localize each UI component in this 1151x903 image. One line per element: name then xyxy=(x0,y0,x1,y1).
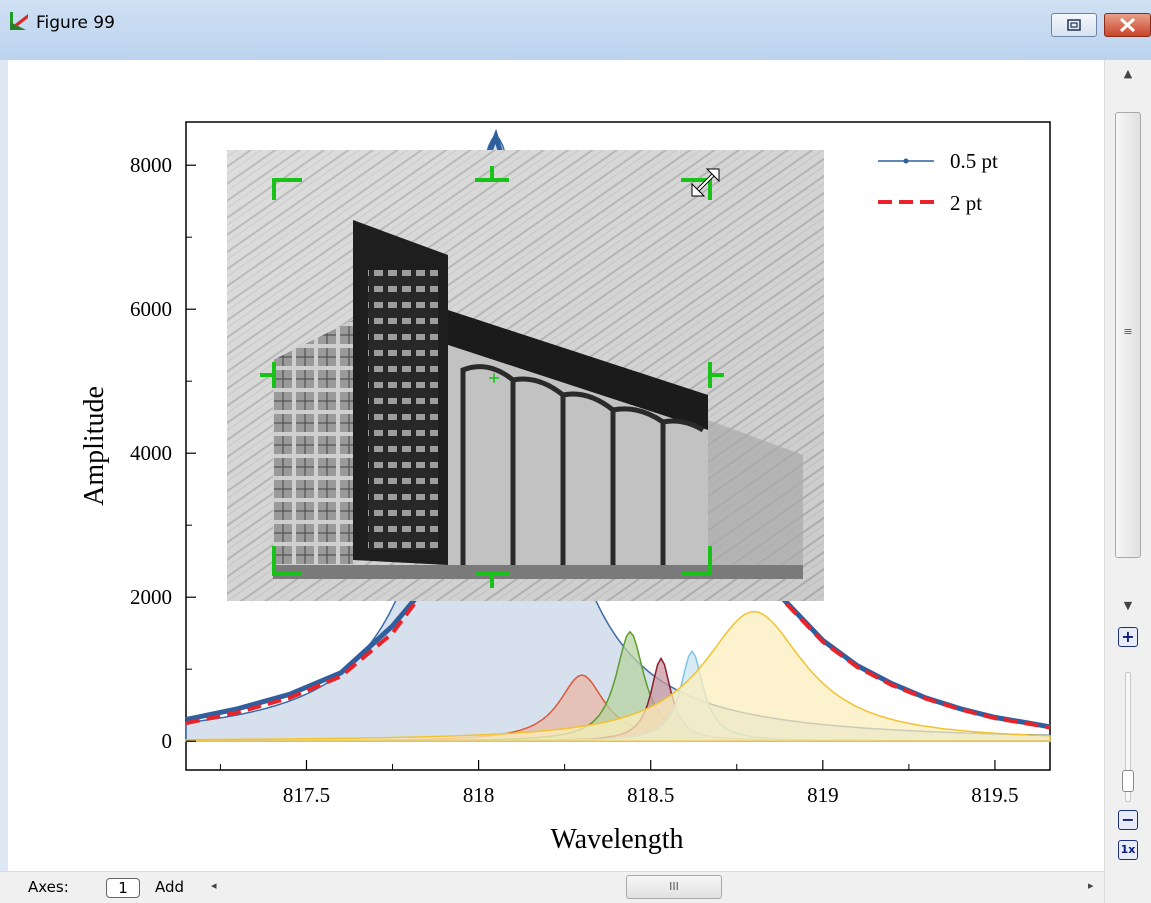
scroll-right-arrow[interactable]: ▸ xyxy=(1088,879,1094,892)
zoom-slider-handle[interactable] xyxy=(1122,770,1134,792)
y-tick-label: 4000 xyxy=(130,441,172,465)
figure-canvas: 0.5 pt 2 pt 817.5 818 818.5 819 819.5 0 2000 40… xyxy=(8,60,1151,903)
axes-toolbar: Axes: 1 Add ◂ III ▸ xyxy=(0,871,1104,903)
resize-cursor-icon xyxy=(691,168,720,197)
plot-area: 0.5 pt 2 pt 817.5 818 818.5 819 819.5 0 2000 40… xyxy=(79,121,1051,855)
scroll-down-arrow[interactable]: ▼ xyxy=(1123,599,1133,612)
scroll-left-arrow[interactable]: ◂ xyxy=(211,879,217,892)
add-axes-button[interactable]: Add xyxy=(155,878,185,896)
title-bar[interactable]: Figure 99 xyxy=(0,0,1151,60)
scroll-grip-icon: ≡ xyxy=(1123,325,1133,338)
close-icon xyxy=(1119,17,1136,33)
peak-6 xyxy=(185,610,1051,742)
scroll-up-arrow[interactable]: ▲ xyxy=(1123,67,1133,80)
legend-label-2pt: 2 pt xyxy=(950,191,982,215)
y-tick-label: 8000 xyxy=(130,153,172,177)
y-tick-label: 2000 xyxy=(130,585,172,609)
building-hall-roof xyxy=(448,310,708,430)
zoom-slider-track[interactable] xyxy=(1125,672,1131,802)
x-tick-label: 818.5 xyxy=(627,783,674,807)
restore-icon xyxy=(1067,19,1081,31)
figure-app-icon xyxy=(10,12,28,30)
horizontal-scroll-thumb[interactable]: III xyxy=(626,875,722,899)
legend-marker-0.5pt xyxy=(903,158,909,164)
y-tick-label: 0 xyxy=(162,729,173,753)
hall-arches xyxy=(460,364,705,565)
legend: 0.5 pt 2 pt xyxy=(878,149,998,215)
vertical-scrollbar[interactable]: ▲ ≡ ▼ + − 1x xyxy=(1104,60,1151,903)
y-axis-label: Amplitude xyxy=(79,386,110,506)
x-axis-label: Wavelength xyxy=(550,824,683,855)
tower-windows xyxy=(368,270,438,550)
axes-label: Axes: xyxy=(28,878,69,896)
x-tick-label: 819 xyxy=(807,783,839,807)
ground-strip xyxy=(273,565,803,579)
axes-selector-button[interactable]: 1 xyxy=(106,878,140,898)
zoom-reset-button[interactable]: 1x xyxy=(1118,840,1138,860)
close-button[interactable] xyxy=(1104,13,1151,37)
window-title: Figure 99 xyxy=(36,13,115,33)
vertical-scroll-thumb[interactable]: ≡ xyxy=(1115,112,1141,558)
zoom-out-button[interactable]: − xyxy=(1118,810,1138,830)
image-selection-handles[interactable] xyxy=(260,166,724,588)
building-left-wing xyxy=(273,320,353,575)
x-tick-label: 817.5 xyxy=(283,783,330,807)
legend-label-0.5pt: 0.5 pt xyxy=(950,149,998,173)
restore-button[interactable] xyxy=(1051,13,1097,37)
x-tick-label: 818 xyxy=(463,783,495,807)
embedded-image[interactable] xyxy=(227,150,824,601)
axis-ticks: 817.5 818 818.5 819 819.5 0 2000 4000 6000 8000 xyxy=(130,153,1019,807)
faded-building xyxy=(708,420,803,575)
y-tick-label: 6000 xyxy=(130,297,172,321)
x-tick-label: 819.5 xyxy=(971,783,1018,807)
zoom-in-button[interactable]: + xyxy=(1118,627,1138,647)
